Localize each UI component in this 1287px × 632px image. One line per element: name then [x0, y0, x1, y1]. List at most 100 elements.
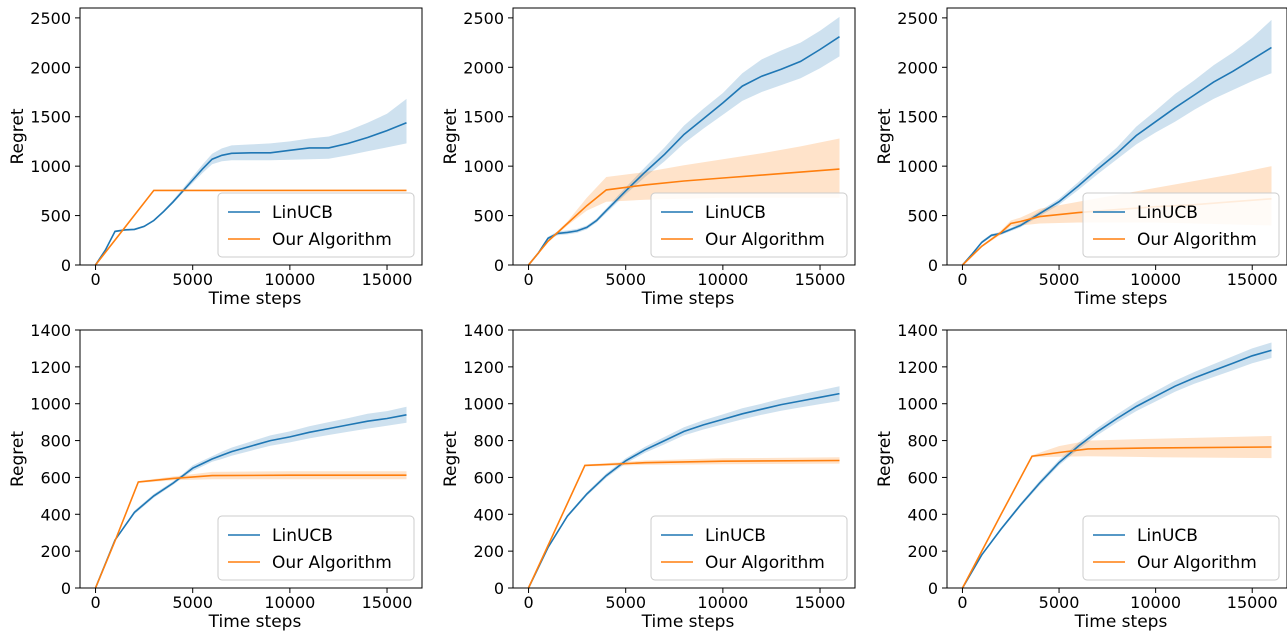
p5-y-tick-label: 600: [473, 468, 504, 487]
p4-x-tick-label: 15000: [362, 593, 413, 612]
p5-y-tick-label: 400: [473, 505, 504, 524]
p6-legend-box: [1082, 515, 1280, 581]
p5-x-tick-label: 10000: [697, 593, 748, 612]
p6-our-algorithm-line: [961, 446, 1272, 589]
p1-y-tick-label: 1000: [30, 157, 71, 176]
p1-x-axis-label: Time steps: [208, 289, 302, 309]
p3-y-tick-label: 2000: [897, 58, 938, 77]
p5-legend-label-our-algorithm: Our Algorithm: [705, 553, 825, 573]
p3-x-axis-label: Time steps: [1074, 289, 1168, 309]
p3-x-tick-label: 5000: [1039, 270, 1080, 289]
p1-linucb-confidence-band: [95, 98, 407, 266]
p1-legend: LinUCB Our Algorithm: [217, 192, 415, 258]
p1-legend-label-linucb: LinUCB: [272, 203, 333, 223]
p2-y-tick-label: 1000: [463, 157, 504, 176]
p4-legend-label-linucb: LinUCB: [272, 526, 333, 546]
p6-y-tick-label: 400: [907, 505, 938, 524]
p2-legend-label-linucb: LinUCB: [705, 203, 766, 223]
chart-panel-5: 0 5000 10000 15000 0 200 400 600 800 1000 1200 1400…: [441, 321, 856, 632]
p6-y-tick-label: 1400: [897, 321, 938, 340]
p4-our-algorithm-line: [94, 474, 407, 589]
p1-legend-label-our-algorithm: Our Algorithm: [272, 230, 392, 250]
p4-linucb-line: [94, 414, 407, 589]
p2-x-tick-label: 15000: [795, 270, 846, 289]
p2-our-algorithm-line: [527, 168, 840, 266]
p1-x-tick-label: 10000: [264, 270, 315, 289]
p6-y-tick-label: 600: [907, 468, 938, 487]
p2-linucb-line: [527, 36, 840, 266]
p3-legend: LinUCB Our Algorithm: [1082, 192, 1280, 258]
chart-panel-2: 0 5000 10000 15000 0 500 1000 1500 2000 2500 Time …: [441, 7, 856, 309]
p1-plot-frame: [79, 7, 423, 266]
p2-x-tick-label: 0: [523, 270, 533, 289]
p4-y-axis-label: Regret: [8, 431, 28, 487]
p1-x-tick-label: 15000: [362, 270, 413, 289]
p4-y-tick-label: 600: [40, 468, 71, 487]
p2-x-axis-label: Time steps: [641, 289, 735, 309]
p2-x-tick-label: 10000: [697, 270, 748, 289]
p4-linucb-confidence-band: [95, 406, 407, 588]
p6-y-tick-label: 200: [907, 542, 938, 561]
p5-our-algorithm-line: [527, 459, 840, 589]
p2-our-algorithm-confidence-band: [528, 138, 840, 265]
p3-x-tick-label: 10000: [1130, 270, 1181, 289]
p3-y-tick-label: 1500: [897, 108, 938, 127]
p5-y-tick-label: 1000: [463, 395, 504, 414]
p5-y-tick-label: 0: [494, 579, 504, 598]
p6-our-algorithm-confidence-band: [962, 436, 1272, 588]
p1-y-tick-label: 1500: [30, 108, 71, 127]
p3-linucb-confidence-band: [962, 19, 1272, 266]
p4-legend-box: [217, 515, 415, 581]
p1-y-tick-label: 0: [61, 256, 71, 275]
p2-legend: LinUCB Our Algorithm: [650, 192, 848, 258]
p4-y-tick-label: 800: [40, 432, 71, 451]
p6-y-axis-label: Regret: [875, 431, 895, 487]
p6-y-tick-label: 1000: [897, 395, 938, 414]
p6-x-tick-label: 10000: [1130, 593, 1181, 612]
p2-y-tick-label: 1500: [463, 108, 504, 127]
p3-y-axis-label: Regret: [875, 108, 895, 164]
p4-x-tick-label: 10000: [264, 593, 315, 612]
p5-legend-label-linucb: LinUCB: [705, 526, 766, 546]
p4-y-tick-label: 1000: [30, 395, 71, 414]
p4-legend-label-our-algorithm: Our Algorithm: [272, 553, 392, 573]
p3-legend-label-linucb: LinUCB: [1137, 203, 1198, 223]
p5-y-tick-label: 1400: [463, 321, 504, 340]
p3-y-tick-label: 2500: [897, 9, 938, 28]
chart-panel-4: 0 5000 10000 15000 0 200 400 600 800 1000 1200 1400…: [8, 321, 423, 632]
p1-y-tick-label: 500: [40, 207, 71, 226]
p6-x-axis-label: Time steps: [1074, 612, 1168, 632]
p5-x-axis-label: Time steps: [641, 612, 735, 632]
p4-x-tick-label: 5000: [172, 593, 213, 612]
p2-plot-frame: [512, 7, 856, 266]
p4-y-tick-label: 200: [40, 542, 71, 561]
p5-y-axis-label: Regret: [441, 431, 461, 487]
p1-x-tick-label: 5000: [172, 270, 213, 289]
chart-panel-1: 0 5000 10000 15000 0 500 1000 1500 2000 2500 Time …: [8, 7, 423, 309]
p1-legend-box: [217, 192, 415, 258]
p6-linucb-confidence-band: [962, 342, 1272, 588]
p6-y-tick-label: 800: [907, 432, 938, 451]
p5-x-tick-label: 5000: [605, 593, 646, 612]
p6-linucb-line: [961, 349, 1272, 589]
p6-legend: LinUCB Our Algorithm: [1082, 515, 1280, 581]
p3-linucb-line: [961, 46, 1272, 266]
chart-panel-3: 0 5000 10000 15000 0 500 1000 1500 2000 2500 Time …: [875, 7, 1287, 309]
p1-y-tick-label: 2000: [30, 58, 71, 77]
p3-legend-box: [1082, 192, 1280, 258]
p2-linucb-confidence-band: [528, 16, 840, 266]
p1-our-algorithm-line: [94, 189, 407, 266]
p4-legend: LinUCB Our Algorithm: [217, 515, 415, 581]
p5-x-tick-label: 15000: [795, 593, 846, 612]
p3-x-tick-label: 15000: [1227, 270, 1278, 289]
p1-y-axis-label: Regret: [8, 108, 28, 164]
p3-y-tick-label: 0: [928, 256, 938, 275]
p2-y-tick-label: 0: [494, 256, 504, 275]
p6-y-tick-label: 0: [928, 579, 938, 598]
p1-linucb-line: [94, 121, 407, 266]
p2-x-tick-label: 5000: [605, 270, 646, 289]
p5-y-tick-label: 1200: [463, 358, 504, 377]
p5-y-tick-label: 800: [473, 432, 504, 451]
chart-panel-6: 0 5000 10000 15000 0 200 400 600 800 1000 1200 1400…: [875, 321, 1287, 632]
p4-y-tick-label: 1400: [30, 321, 71, 340]
